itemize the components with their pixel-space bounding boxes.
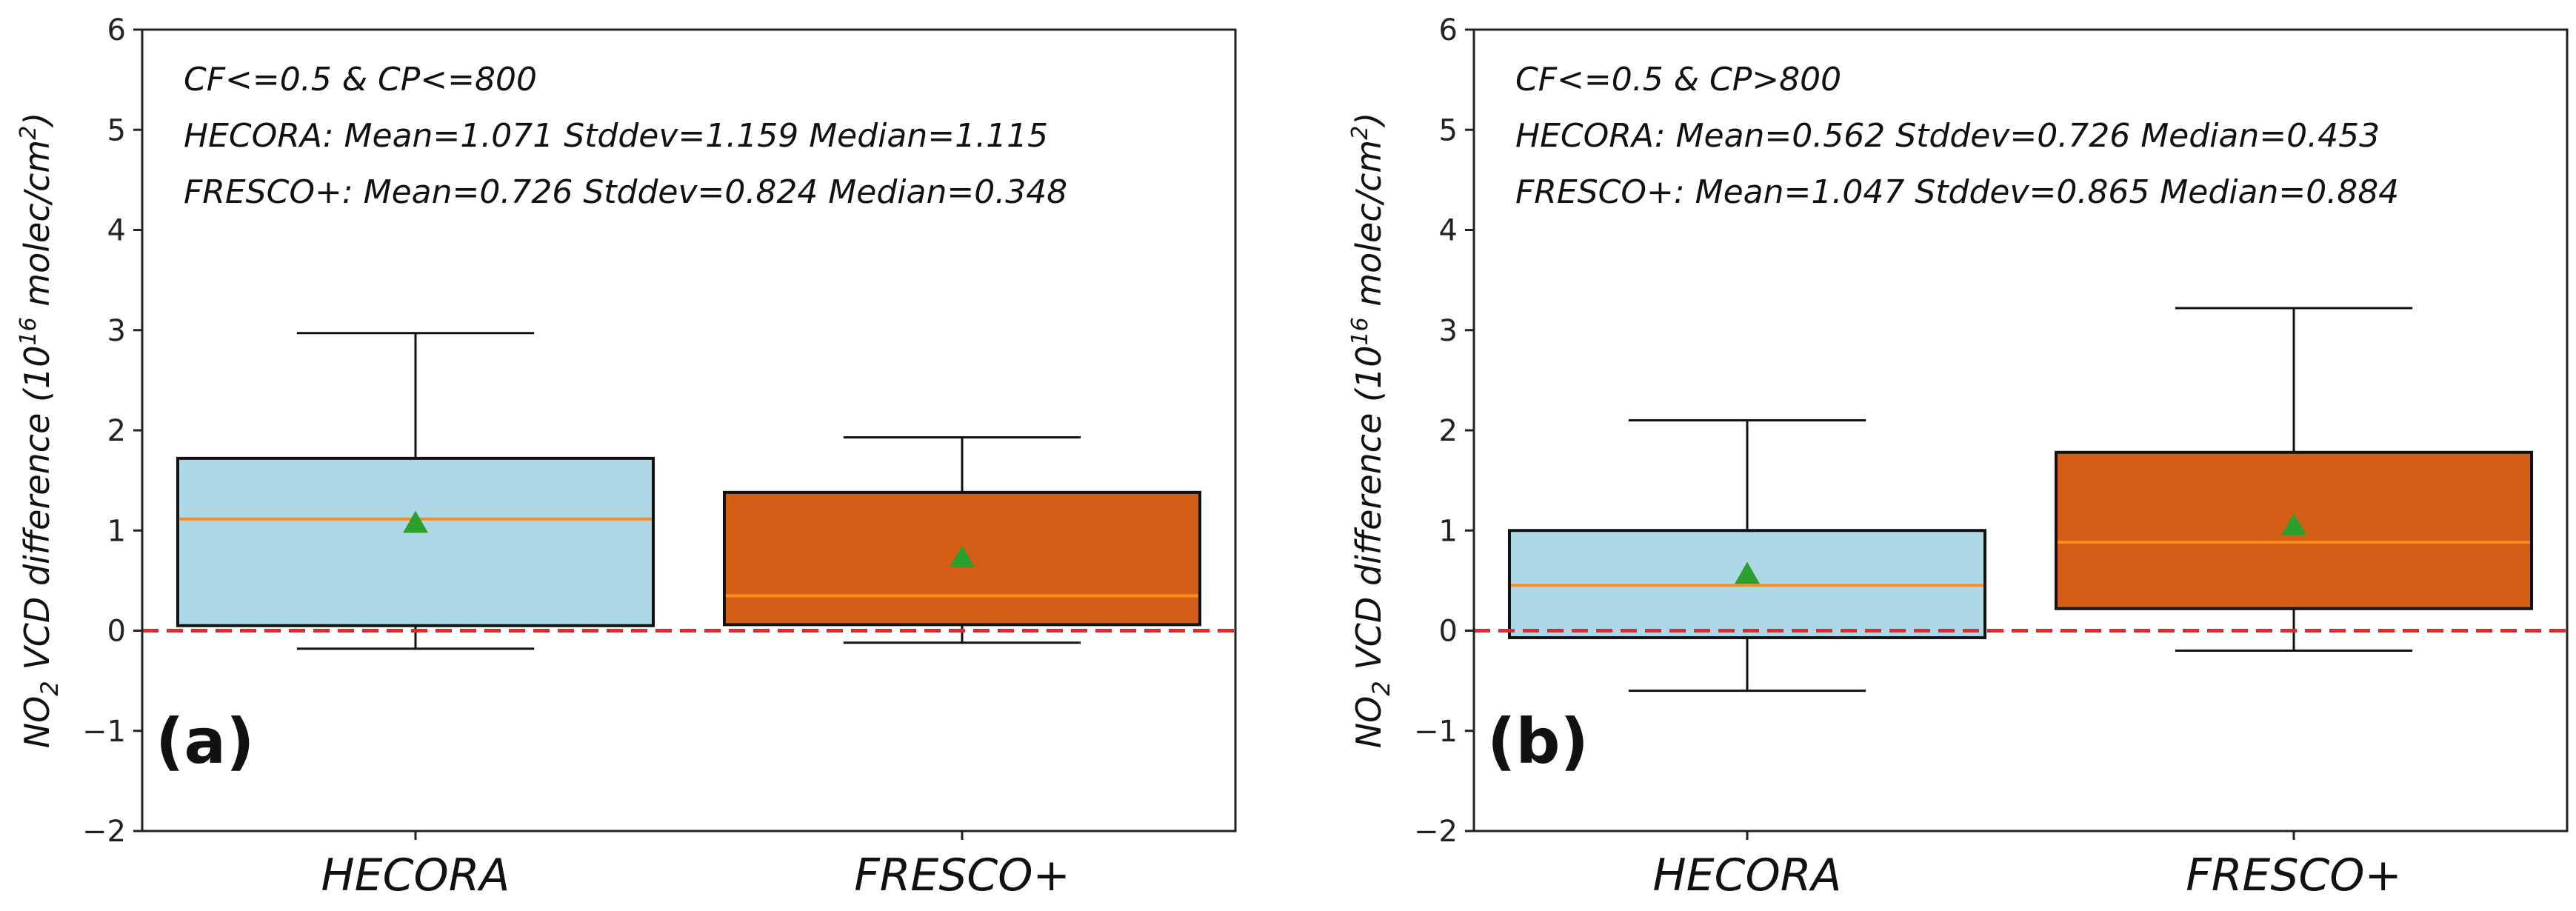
y-axis-label-part: 16 xyxy=(16,317,41,345)
mean-marker-fresco xyxy=(2281,513,2306,535)
y-tick-label: −2 xyxy=(82,815,126,849)
y-tick-label: 2 xyxy=(107,414,126,448)
y-tick-label: 5 xyxy=(1439,113,1458,147)
stats-annotation: FRESCO+: Mean=1.047 Stddev=0.865 Median=… xyxy=(1515,173,2399,211)
stats-annotation: HECORA: Mean=0.562 Stddev=0.726 Median=0… xyxy=(1515,117,2380,155)
y-tick-label: 5 xyxy=(107,113,126,147)
y-tick-label: 1 xyxy=(1439,514,1458,548)
y-axis-label-part: NO xyxy=(1349,696,1389,749)
y-axis-label-part: NO xyxy=(17,696,57,749)
y-axis-label-part: ) xyxy=(1349,113,1389,128)
y-axis-label-part: VCD difference (10 xyxy=(1349,346,1389,681)
y-tick-label: 0 xyxy=(1439,615,1458,649)
y-axis-label-part: 16 xyxy=(1347,317,1373,345)
y-tick-label: 4 xyxy=(1439,214,1458,248)
y-axis-label-part: VCD difference (10 xyxy=(17,346,57,681)
condition-annotation: CF<=0.5 & CP<=800 xyxy=(184,61,537,99)
x-tick-label: FRESCO+ xyxy=(2186,850,2402,901)
y-tick-label: −1 xyxy=(82,715,126,749)
stats-annotation: HECORA: Mean=1.071 Stddev=1.159 Median=1… xyxy=(184,117,1048,155)
condition-annotation: CF<=0.5 & CP>800 xyxy=(1515,61,1841,99)
panel-label: (a) xyxy=(156,705,254,778)
mean-marker-hecora xyxy=(403,510,428,533)
y-axis-label-part: 2 xyxy=(16,126,41,140)
y-axis-label-part: 2 xyxy=(1347,126,1373,140)
y-tick-label: 6 xyxy=(107,13,126,47)
y-tick-label: 2 xyxy=(1439,414,1458,448)
x-tick-label: HECORA xyxy=(321,850,510,901)
y-axis-label-part: 2 xyxy=(1367,681,1395,695)
y-tick-label: 3 xyxy=(1439,314,1458,348)
y-axis-label-part: 2 xyxy=(36,681,64,695)
y-axis-label: NO2 VCD difference (1016 molec/cm2) xyxy=(16,113,64,749)
y-axis-label-part: ) xyxy=(17,113,57,128)
y-axis-label-part: molec/cm xyxy=(17,140,57,318)
box-hecora xyxy=(176,456,655,627)
x-tick-label: HECORA xyxy=(1653,850,1842,901)
y-tick-label: 1 xyxy=(107,514,126,548)
y-tick-label: −2 xyxy=(1414,815,1458,849)
stats-annotation: FRESCO+: Mean=0.726 Stddev=0.824 Median=… xyxy=(184,173,1067,211)
x-tick-label: FRESCO+ xyxy=(854,850,1070,901)
y-tick-label: 6 xyxy=(1439,13,1458,47)
y-tick-label: −1 xyxy=(1414,715,1458,749)
panel-label: (b) xyxy=(1487,705,1589,778)
mean-marker-hecora xyxy=(1735,561,1760,584)
y-tick-label: 3 xyxy=(107,314,126,348)
mean-marker-fresco xyxy=(950,545,975,568)
y-tick-label: 4 xyxy=(107,214,126,248)
y-axis-label: NO2 VCD difference (1016 molec/cm2) xyxy=(1347,113,1395,749)
y-axis-label-part: molec/cm xyxy=(1349,140,1389,318)
y-tick-label: 0 xyxy=(107,615,126,649)
